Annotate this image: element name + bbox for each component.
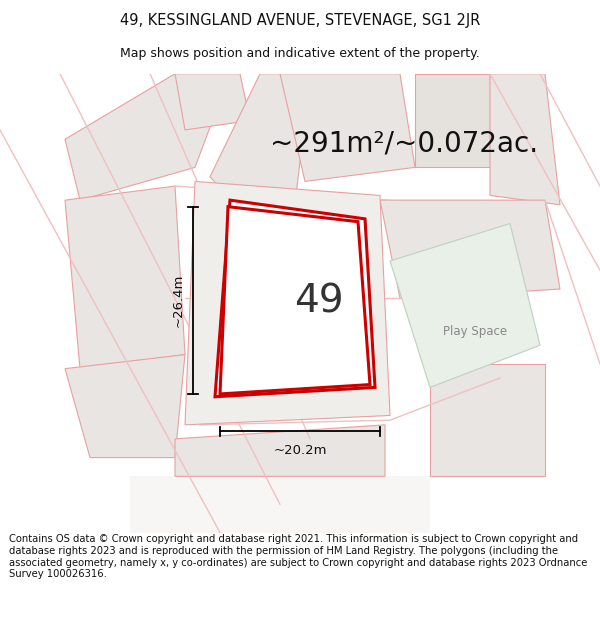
Text: ~26.4m: ~26.4m bbox=[172, 274, 185, 327]
Polygon shape bbox=[490, 74, 560, 205]
Polygon shape bbox=[130, 476, 430, 532]
Polygon shape bbox=[380, 200, 560, 299]
Polygon shape bbox=[175, 74, 250, 130]
Polygon shape bbox=[175, 425, 385, 476]
Polygon shape bbox=[280, 74, 415, 181]
Polygon shape bbox=[490, 74, 600, 532]
Text: ~20.2m: ~20.2m bbox=[273, 444, 327, 458]
Text: Contains OS data © Crown copyright and database right 2021. This information is : Contains OS data © Crown copyright and d… bbox=[9, 534, 587, 579]
Polygon shape bbox=[390, 224, 540, 388]
Polygon shape bbox=[65, 186, 185, 369]
Polygon shape bbox=[65, 354, 185, 458]
Polygon shape bbox=[185, 181, 390, 425]
Polygon shape bbox=[430, 364, 545, 476]
Polygon shape bbox=[65, 74, 230, 200]
Polygon shape bbox=[210, 74, 310, 209]
Text: ~291m²/~0.072ac.: ~291m²/~0.072ac. bbox=[270, 130, 538, 158]
Text: Play Space: Play Space bbox=[443, 325, 507, 338]
Polygon shape bbox=[0, 74, 220, 532]
Text: 49: 49 bbox=[294, 282, 344, 321]
Polygon shape bbox=[415, 74, 490, 168]
Text: Map shows position and indicative extent of the property.: Map shows position and indicative extent… bbox=[120, 47, 480, 59]
Polygon shape bbox=[215, 200, 375, 397]
Polygon shape bbox=[220, 207, 370, 394]
Text: 49, KESSINGLAND AVENUE, STEVENAGE, SG1 2JR: 49, KESSINGLAND AVENUE, STEVENAGE, SG1 2… bbox=[120, 13, 480, 28]
